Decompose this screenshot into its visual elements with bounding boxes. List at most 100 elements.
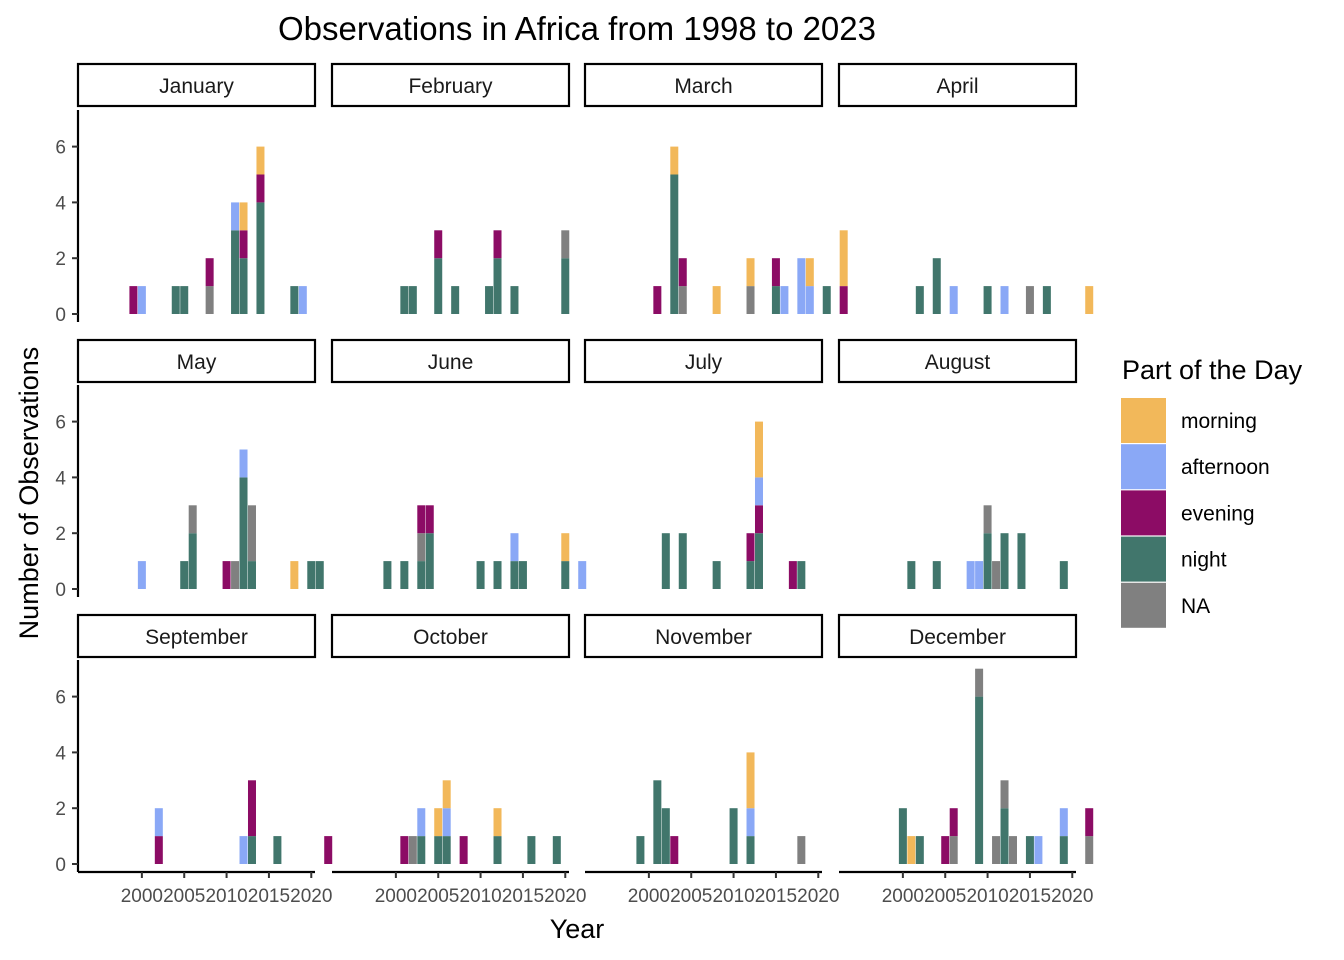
x-tick-label: 2000 (882, 886, 924, 907)
facet-strip-label: July (685, 351, 723, 374)
facet-strip-label: October (413, 626, 488, 649)
bar-segment-evening (400, 836, 409, 864)
facet-strip (330, 613, 571, 659)
bar-segment-night (307, 561, 316, 589)
facet-april: April (837, 62, 1094, 314)
facet-september: September 0 2 4 6 2000 2005 2010 2015 2020 (55, 613, 332, 907)
y-tick-label: 0 (55, 580, 66, 601)
x-tick-label: 2020 (797, 886, 839, 907)
bar-segment-afternoon (137, 561, 146, 589)
bar-segment-night (636, 836, 645, 864)
bar-segment-afternoon (780, 286, 789, 314)
bar-segment-night (239, 477, 248, 589)
x-tick-label: 2015 (755, 886, 797, 907)
bar-segment-afternoon (231, 202, 240, 231)
facet-february: February (330, 62, 571, 314)
bar-segment-evening (754, 505, 763, 534)
bar-segment-night (518, 561, 527, 589)
bar-segment-na (1000, 780, 1009, 809)
bar-segment-night (915, 836, 924, 864)
facet-strip-label: February (408, 75, 493, 98)
y-tick-label: 0 (55, 305, 66, 326)
bar-segment-evening (746, 533, 755, 562)
bar-segment-night (493, 258, 502, 314)
bar-segment-morning (746, 258, 755, 287)
bar-segment-night (315, 561, 324, 589)
x-axis-title: Year (550, 914, 605, 944)
bar-segment-afternoon (746, 808, 755, 837)
bar-segment-night (561, 561, 570, 589)
bar-segment-evening (941, 836, 950, 864)
legend-key-afternoon (1121, 444, 1166, 490)
bar-segment-afternoon (239, 449, 248, 478)
facet-strip (76, 62, 317, 108)
facet-strip-label: May (177, 351, 217, 374)
legend-label-na: NA (1181, 595, 1210, 618)
bar-segment-afternoon (805, 286, 814, 314)
bar-segment-night (290, 286, 299, 314)
bar-segment-night (527, 836, 536, 864)
bar-segment-na (1008, 836, 1017, 864)
x-tick-label: 2005 (163, 886, 205, 907)
bar-segment-night (188, 533, 197, 589)
bar-segment-morning (561, 533, 570, 562)
bar-segment-morning (712, 286, 721, 314)
bar-segment-night (180, 561, 189, 589)
bar-segment-afternoon (966, 561, 975, 589)
legend: Part of the Day morning afternoon evening n… (1121, 355, 1303, 628)
bar-segment-night (493, 836, 502, 864)
bar-segment-night (1059, 836, 1068, 864)
bar-segment-night (510, 561, 519, 589)
bar-segment-evening (678, 258, 687, 287)
facet-strip-label: August (925, 351, 991, 374)
facet-strip (76, 613, 317, 659)
bar-segment-night (561, 258, 570, 314)
facet-strip (583, 338, 824, 384)
bar-segment-evening (425, 505, 434, 534)
facet-strip (837, 62, 1078, 108)
bar-segment-morning (839, 230, 848, 287)
facet-january: January 0 2 4 6 (55, 62, 317, 326)
bar-segment-night (434, 836, 443, 864)
bar-segment-evening (205, 258, 214, 287)
bar-segment-evening (771, 258, 780, 287)
bar-segment-evening (788, 561, 797, 589)
y-tick-label: 6 (55, 413, 66, 434)
bar-segment-afternoon (510, 533, 519, 562)
bar-segment-night (510, 286, 519, 314)
bar-segment-na (746, 286, 755, 314)
bar-segment-night (485, 286, 494, 314)
y-tick-label: 2 (55, 799, 66, 820)
bar-segment-night (247, 836, 256, 864)
bar-segment-night (661, 808, 670, 864)
bar-segment-morning (746, 752, 755, 809)
x-tick-label: 2020 (290, 886, 332, 907)
legend-label-morning: morning (1181, 410, 1257, 433)
bar-segment-evening (247, 780, 256, 837)
facet-strip (837, 338, 1078, 384)
bar-segment-evening (493, 230, 502, 259)
bar-segment-na (983, 505, 992, 534)
bar-segment-night (231, 230, 240, 314)
bar-segment-morning (805, 258, 814, 287)
bar-segment-night (476, 561, 485, 589)
chart-title: Observations in Africa from 1998 to 2023 (278, 10, 876, 47)
facet-may: May 0 2 4 6 (55, 338, 324, 601)
bar-segment-night (400, 561, 409, 589)
y-tick-label: 0 (55, 855, 66, 876)
bar-segment-night (400, 286, 409, 314)
bar-segment-evening (1085, 808, 1094, 837)
bar-segment-morning (434, 808, 443, 837)
legend-title: Part of the Day (1122, 355, 1303, 385)
bar-segment-night (1000, 808, 1009, 864)
bar-segment-afternoon (754, 477, 763, 506)
bar-segment-night (417, 561, 426, 589)
y-tick-label: 2 (55, 249, 66, 270)
y-axis-title: Number of Observations (14, 347, 44, 640)
legend-key-night (1121, 536, 1166, 582)
facet-strip (330, 62, 571, 108)
facet-strip-label: December (909, 626, 1006, 649)
bar-segment-afternoon (239, 836, 248, 864)
bar-segment-evening (434, 230, 443, 259)
facet-strip (583, 62, 824, 108)
